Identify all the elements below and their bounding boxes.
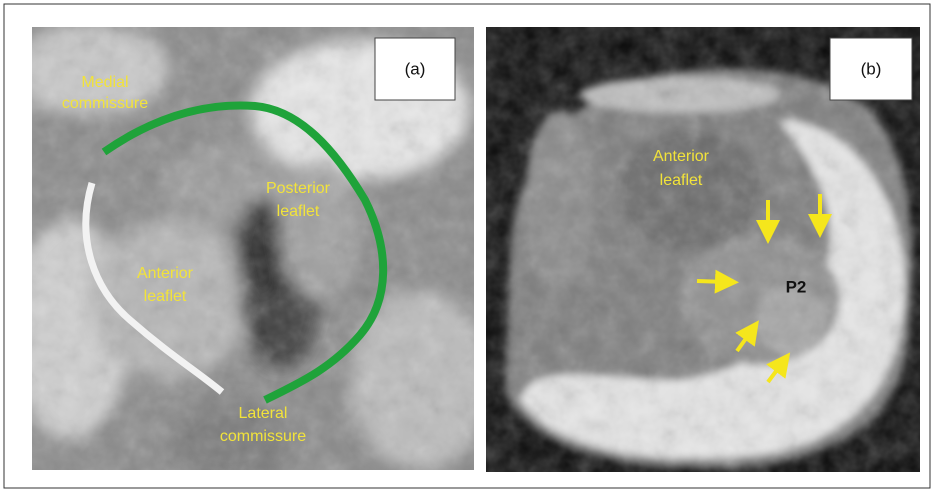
annotation: Posterior (266, 180, 331, 197)
panel-label: (b) (861, 59, 882, 78)
annotation: Medial (81, 74, 128, 91)
annotation: leaflet (660, 172, 703, 189)
figure-canvas: (a) Medial commissure Posterior leaflet … (0, 0, 934, 492)
annotation: commissure (220, 428, 306, 445)
panel-label: (a) (405, 59, 426, 78)
annotation: P2 (786, 277, 807, 296)
annotation: Lateral (239, 405, 288, 422)
annotation: Anterior (137, 265, 194, 282)
figure: (a) Medial commissure Posterior leaflet … (0, 0, 934, 492)
annotation: leaflet (144, 288, 187, 305)
annotation: Anterior (653, 148, 710, 165)
annotation: leaflet (277, 203, 320, 220)
annotation: commissure (62, 95, 148, 112)
